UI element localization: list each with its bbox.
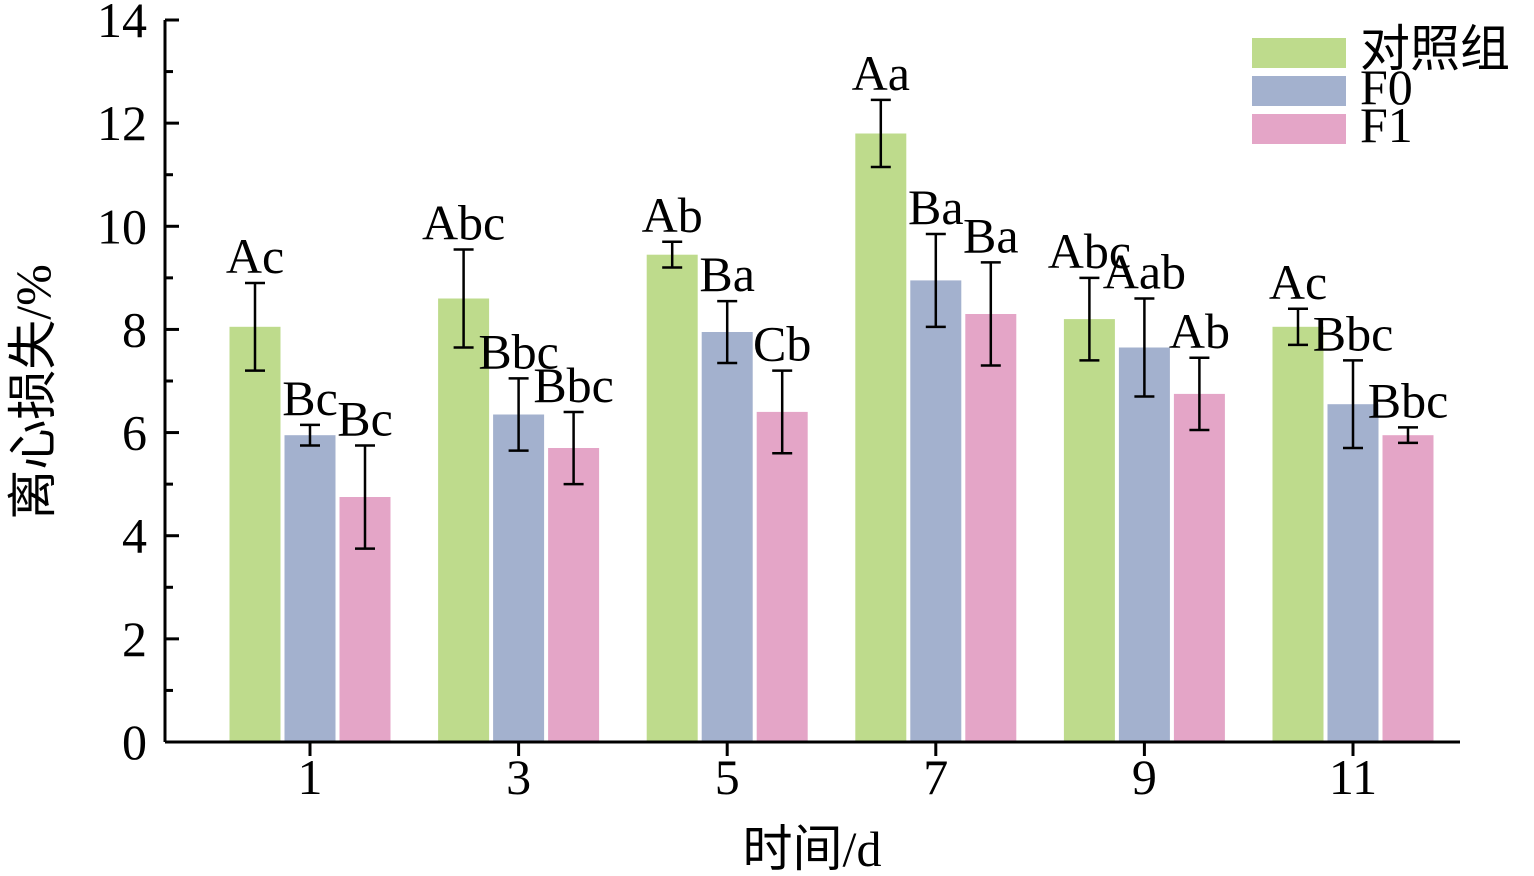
bar xyxy=(646,254,698,742)
legend-label: F1 xyxy=(1360,97,1413,153)
bar xyxy=(1173,393,1225,742)
significance-label: Ac xyxy=(1269,254,1327,310)
legend-swatch xyxy=(1252,76,1346,106)
bar xyxy=(756,411,808,742)
y-tick-label: 6 xyxy=(122,405,147,461)
y-tick-label: 14 xyxy=(97,0,147,48)
bar xyxy=(1063,319,1115,742)
legend-swatch xyxy=(1252,38,1346,68)
significance-label: Bc xyxy=(282,370,338,426)
bar xyxy=(965,314,1017,742)
bar xyxy=(548,448,600,742)
x-tick-label: 9 xyxy=(1132,749,1157,805)
legend-swatch xyxy=(1252,114,1346,144)
y-tick-label: 8 xyxy=(122,301,147,357)
x-tick-label: 1 xyxy=(298,749,323,805)
y-tick-label: 4 xyxy=(122,508,147,564)
significance-label: Abc xyxy=(1048,223,1131,279)
bar xyxy=(1272,326,1324,742)
significance-label: Ab xyxy=(1169,303,1230,359)
significance-label: Bc xyxy=(337,391,393,447)
bar xyxy=(855,133,907,742)
significance-label: Bbc xyxy=(1368,372,1449,428)
legend-label: F0 xyxy=(1360,59,1413,115)
x-tick-label: 7 xyxy=(923,749,948,805)
significance-label: Cb xyxy=(753,316,811,372)
significance-label: Bbc xyxy=(1313,305,1394,361)
y-ticks-layer: 0 2 4 6 8 10 12 14 xyxy=(97,0,179,770)
bar xyxy=(284,435,336,742)
y-tick-label: 0 xyxy=(122,714,147,770)
bar xyxy=(1118,347,1170,742)
y-tick-label: 12 xyxy=(97,95,147,151)
x-tick-label: 5 xyxy=(715,749,740,805)
bar xyxy=(1382,435,1434,742)
y-axis-title: 离心损失/% xyxy=(5,264,61,520)
error-bars-layer xyxy=(245,98,1418,550)
significance-label: Ba xyxy=(963,207,1019,263)
y-tick-label: 10 xyxy=(97,198,147,254)
significance-label: Ba xyxy=(699,246,755,302)
x-tick-label: 11 xyxy=(1329,749,1377,805)
significance-label: Bbc xyxy=(478,323,559,379)
bar xyxy=(1327,404,1379,742)
significance-label: Ab xyxy=(642,187,703,243)
significance-label: Abc xyxy=(422,195,505,251)
x-ticks-layer: 1 3 5 7 9 11 xyxy=(298,742,1377,805)
x-axis-title: 时间/d xyxy=(743,821,882,876)
significance-label: Ba xyxy=(908,179,964,235)
bars-layer xyxy=(229,133,1434,742)
bar xyxy=(910,280,962,742)
significance-label: Aab xyxy=(1103,244,1186,300)
bar xyxy=(493,414,545,742)
x-tick-label: 3 xyxy=(506,749,531,805)
significance-label: Bbc xyxy=(533,357,614,413)
bar xyxy=(229,326,281,742)
bar xyxy=(438,298,490,742)
bar xyxy=(701,332,753,742)
significance-label: Ac xyxy=(226,228,284,284)
significance-label: Aa xyxy=(852,45,910,101)
legend-label: 对照组 xyxy=(1360,21,1510,77)
y-tick-label: 2 xyxy=(122,611,147,667)
